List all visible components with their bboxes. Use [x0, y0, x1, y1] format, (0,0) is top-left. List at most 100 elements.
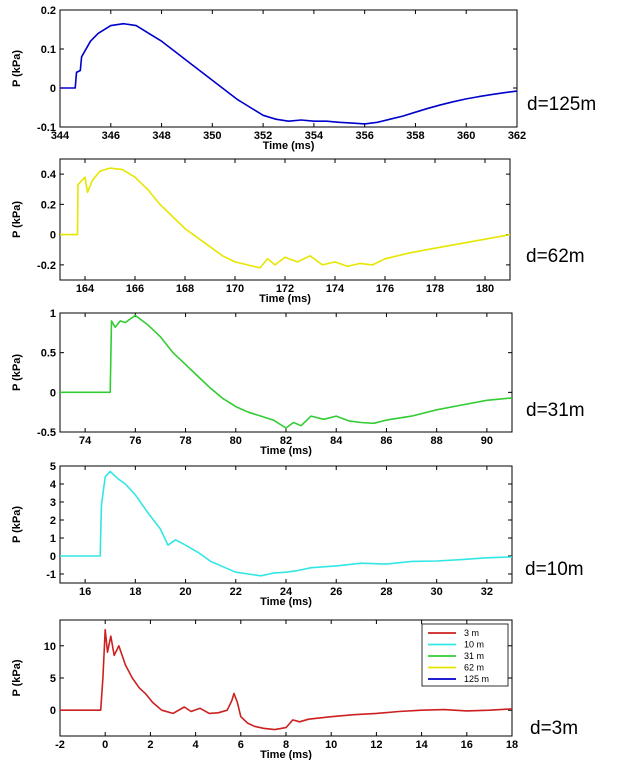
x-tick-label: 16 [461, 739, 473, 751]
x-axis-label: Time (ms) [263, 140, 315, 152]
x-tick-label: -2 [55, 739, 65, 751]
x-tick-label: 352 [254, 130, 272, 142]
x-tick-label: 356 [355, 130, 373, 142]
x-tick-label: 86 [380, 435, 392, 447]
y-tick-label: -0.2 [37, 260, 56, 272]
distance-label: d=62m [526, 246, 585, 267]
x-tick-label: 84 [330, 435, 343, 447]
distance-label: d=3m [530, 718, 578, 739]
plot-frame [59, 158, 511, 281]
plot-frame [59, 465, 513, 584]
x-tick-label: 0 [102, 739, 108, 751]
x-tick-label: 18 [506, 739, 518, 751]
y-axis-label: P (kPa) [11, 659, 23, 696]
x-tick-label: 22 [230, 586, 242, 598]
y-tick-label: 0 [50, 83, 56, 95]
x-tick-label: 78 [179, 435, 191, 447]
x-axis-label: Time (ms) [260, 749, 312, 760]
x-tick-label: 176 [376, 283, 394, 295]
y-tick-label: -0.5 [37, 427, 56, 439]
x-tick-label: 24 [280, 586, 293, 598]
x-tick-label: 80 [230, 435, 242, 447]
x-tick-label: 4 [193, 739, 200, 751]
y-tick-label: 0.2 [41, 199, 56, 211]
y-axis-label: P (kPa) [11, 354, 23, 391]
series-line [60, 314, 512, 429]
series-line [60, 167, 510, 269]
y-axis-label: P (kPa) [11, 506, 23, 543]
y-axis-label: P (kPa) [11, 201, 23, 238]
x-tick-label: 172 [276, 283, 294, 295]
y-tick-label: 1 [50, 308, 56, 320]
y-tick-label: 5 [50, 673, 56, 685]
x-tick-label: 74 [79, 435, 92, 447]
x-tick-label: 164 [76, 283, 95, 295]
y-tick-label: 4 [50, 479, 57, 491]
x-tick-label: 30 [431, 586, 443, 598]
panel-5: -2 0 2 4 6 8 10 12 14 16 18 0 5 10 Time (ms) P (kPa) d=3… [11, 619, 578, 760]
x-axis-label: Time (ms) [260, 445, 312, 457]
x-tick-label: 346 [102, 130, 120, 142]
y-tick-label: 0.4 [41, 169, 57, 181]
x-tick-label: 20 [179, 586, 191, 598]
x-tick-label: 350 [203, 130, 221, 142]
y-tick-label: 10 [44, 641, 56, 653]
x-tick-label: 8 [283, 739, 289, 751]
x-tick-label: 90 [481, 435, 493, 447]
x-tick-label: 168 [176, 283, 194, 295]
y-tick-label: 0.2 [41, 5, 56, 17]
x-tick-label: 76 [129, 435, 141, 447]
plot-frame [59, 9, 518, 128]
legend-box [421, 623, 509, 687]
y-axis-label: P (kPa) [11, 50, 23, 87]
x-tick-label: 174 [326, 283, 345, 295]
x-tick-label: 170 [226, 283, 244, 295]
x-tick-label: 32 [481, 586, 493, 598]
legend-entry-label: 125 m [464, 674, 489, 684]
x-tick-label: 354 [305, 130, 324, 142]
legend-entry-label: 31 m [464, 651, 484, 661]
panel-4: 16 18 20 22 24 26 28 30 32 -1 0 1 2 3 4 5 Time (ms) P (kP… [11, 461, 584, 608]
x-tick-label: 16 [79, 586, 91, 598]
plot-frame [59, 312, 513, 433]
x-tick-label: 344 [51, 130, 70, 142]
x-tick-label: 10 [325, 739, 337, 751]
y-tick-label: 5 [50, 461, 56, 473]
distance-label: d=125m [527, 94, 596, 115]
y-tick-label: -0.1 [37, 122, 56, 134]
y-tick-label: 0 [50, 551, 56, 563]
x-tick-label: 18 [129, 586, 141, 598]
legend-entry-label: 62 m [464, 663, 484, 673]
series-line [60, 22, 517, 125]
x-tick-label: 28 [380, 586, 392, 598]
x-axis-label: Time (ms) [259, 293, 311, 305]
y-tick-label: 3 [50, 497, 56, 509]
x-tick-label: 12 [370, 739, 382, 751]
panel-3: 74 76 78 80 82 84 86 88 90 -0.5 0 0.5 1 Time (ms) P (k… [11, 308, 585, 457]
x-tick-label: 26 [330, 586, 342, 598]
x-tick-label: 166 [126, 283, 144, 295]
series-line [60, 628, 512, 731]
x-tick-label: 14 [415, 739, 428, 751]
panel-1: 344 346 348 350 352 354 356 358 360 362 -0.1 0 0.1 0.… [11, 5, 596, 152]
panels-layer: 344 346 348 350 352 354 356 358 360 362-0.100.10.… [11, 5, 596, 760]
y-tick-label: 0.5 [41, 348, 56, 360]
y-tick-label: 0 [50, 230, 56, 242]
x-tick-label: 88 [431, 435, 443, 447]
distance-label: d=31m [526, 400, 585, 421]
x-tick-label: 360 [457, 130, 475, 142]
panel-2: 164 166 168 170 172 174 176 178 180 -0.2 0 0.2 0.4 Ti… [11, 158, 585, 305]
legend-entry-label: 3 m [464, 628, 479, 638]
y-tick-label: 2 [50, 515, 56, 527]
y-tick-label: 0.1 [41, 44, 56, 56]
x-tick-label: 2 [147, 739, 153, 751]
x-tick-label: 82 [280, 435, 292, 447]
legend-entry-label: 10 m [464, 640, 484, 650]
x-tick-label: 178 [426, 283, 444, 295]
x-tick-label: 348 [152, 130, 170, 142]
x-axis-label: Time (ms) [260, 596, 312, 608]
x-tick-label: 6 [238, 739, 244, 751]
y-tick-label: 0 [50, 705, 56, 717]
